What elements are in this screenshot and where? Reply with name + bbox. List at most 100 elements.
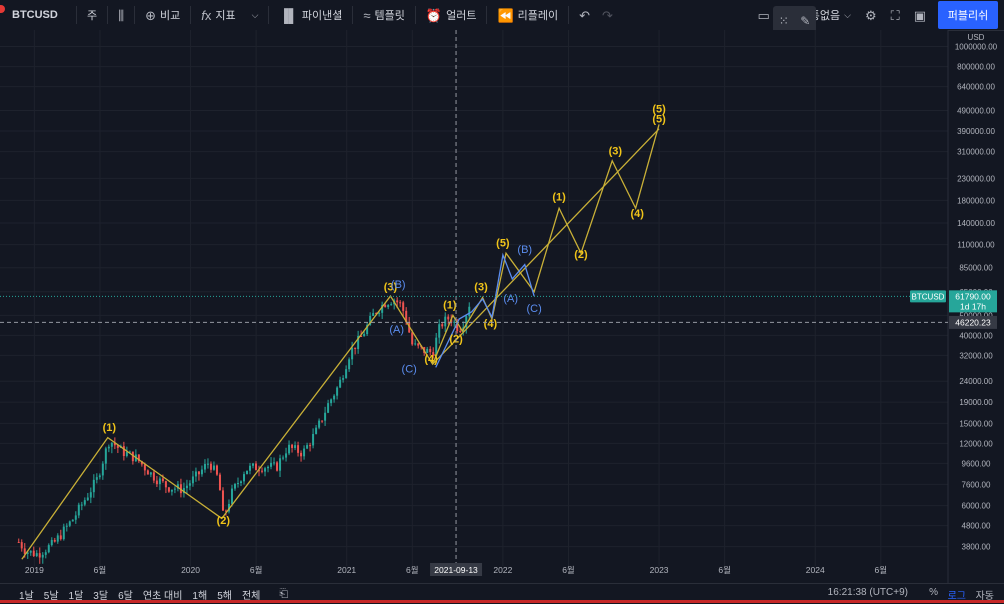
candle-body bbox=[35, 553, 38, 556]
layout-icon: ▭ bbox=[757, 7, 770, 23]
settings-button[interactable]: ⚙ bbox=[859, 3, 883, 27]
candle-body bbox=[366, 324, 369, 335]
alert-button[interactable]: ⏰ 얼러트 bbox=[420, 3, 483, 27]
crosshair-date-tag: 2021-09-13 bbox=[430, 563, 483, 576]
candle-body bbox=[221, 490, 224, 511]
candle-body bbox=[333, 395, 336, 400]
time-axis[interactable]: 2019 6월 2020 6월 2021 6월 2022 6월 2023 6월 2024 6월 bbox=[25, 565, 887, 575]
redo-button[interactable]: ↷ bbox=[596, 3, 619, 27]
percent-toggle[interactable]: % bbox=[929, 587, 938, 598]
candle-body bbox=[417, 343, 420, 346]
wave-label: (4) bbox=[424, 354, 438, 366]
symbol-search[interactable]: BTCUSD bbox=[12, 9, 58, 21]
candle-body bbox=[32, 550, 35, 556]
elliott-wave-drawings[interactable] bbox=[21, 124, 660, 560]
templates-button[interactable]: ≈ 템플릿 bbox=[357, 3, 411, 27]
wave-label: (5) bbox=[496, 237, 510, 249]
candle-body bbox=[170, 489, 173, 492]
candle-body bbox=[101, 463, 104, 476]
financials-label: 파이낸셜 bbox=[301, 10, 343, 22]
candlestick-icon: ⫼ bbox=[118, 7, 125, 23]
candle-body bbox=[161, 478, 164, 482]
range-button[interactable]: 6달 bbox=[118, 590, 133, 602]
candle-body bbox=[104, 448, 107, 464]
candle-body bbox=[194, 471, 197, 477]
candle-body bbox=[176, 484, 179, 489]
candle-body bbox=[372, 313, 375, 316]
candle-body bbox=[438, 324, 441, 338]
range-button[interactable]: 5해 bbox=[217, 590, 232, 602]
candle-body bbox=[453, 321, 456, 323]
candle-body bbox=[110, 442, 113, 447]
candle-body bbox=[324, 412, 327, 421]
range-button[interactable]: 전체 bbox=[241, 590, 261, 602]
goto-date-icon[interactable]: ⎗ bbox=[279, 587, 289, 600]
candle-body bbox=[456, 321, 459, 331]
wave-line-main[interactable] bbox=[21, 128, 660, 560]
wave-label: (3) bbox=[609, 146, 623, 158]
drag-handle-icon[interactable]: ⁙ bbox=[778, 14, 789, 28]
alarm-clock-icon: ⏰ bbox=[425, 7, 443, 23]
candle-body bbox=[38, 553, 41, 558]
candlestick-series bbox=[17, 297, 471, 564]
candle-body bbox=[465, 316, 468, 328]
price-tick-label: 4800.00 bbox=[962, 522, 991, 531]
range-button[interactable]: 3달 bbox=[93, 590, 109, 602]
candle-body bbox=[227, 503, 230, 512]
fullscreen-icon: ⛶ bbox=[890, 7, 900, 23]
brush-icon[interactable]: ✎ bbox=[800, 14, 811, 28]
candle-body bbox=[300, 452, 303, 457]
candle-body bbox=[236, 483, 239, 485]
candle-body bbox=[125, 451, 128, 456]
compare-button[interactable]: ⊕ 비교 bbox=[139, 3, 186, 27]
indicators-label: 지표 bbox=[215, 10, 236, 22]
candle-body bbox=[276, 462, 279, 471]
range-button[interactable]: 1해 bbox=[192, 590, 208, 602]
candle-body bbox=[182, 488, 185, 494]
candle-body bbox=[29, 550, 32, 553]
clock[interactable]: 16:21:38 (UTC+9) bbox=[827, 587, 908, 598]
range-button[interactable]: 5날 bbox=[43, 590, 59, 602]
candle-body bbox=[200, 469, 203, 475]
price-axis[interactable]: 1000000.00 800000.00 640000.00 490000.00 390… bbox=[955, 43, 998, 552]
crosshair-price-label: 46220.23 bbox=[955, 317, 991, 327]
time-tick-label: 6월 bbox=[250, 565, 263, 575]
crosshair-price-tag: 46220.23 bbox=[949, 315, 997, 329]
time-tick-label: 2022 bbox=[493, 565, 512, 575]
indicators-button[interactable]: fx 지표 ⌵ bbox=[195, 3, 264, 27]
time-tick-label: 2021 bbox=[337, 565, 356, 575]
undo-button[interactable]: ↶ bbox=[573, 3, 596, 27]
wave-label: (A) bbox=[389, 324, 404, 336]
range-button[interactable]: 연초 대비 bbox=[142, 590, 183, 602]
financials-button[interactable]: ▐▌ 파이낸셜 bbox=[273, 3, 348, 27]
candle-body bbox=[26, 552, 29, 554]
snapshot-button[interactable]: ▣ bbox=[908, 3, 932, 27]
candle-body bbox=[468, 306, 471, 317]
candle-body bbox=[233, 484, 236, 489]
price-chart[interactable]: (1)(2)(3)(4)(1)(2)(3)(4)(5)(1)(2)(3)(4)(… bbox=[0, 30, 1004, 583]
candle-body bbox=[351, 347, 354, 360]
candle-body bbox=[339, 379, 342, 388]
fullscreen-button[interactable]: ⛶ bbox=[885, 3, 906, 27]
candle-body bbox=[89, 492, 92, 498]
log-toggle[interactable]: 로그 bbox=[947, 591, 966, 602]
currency-label[interactable]: USD bbox=[968, 33, 985, 42]
candle-body bbox=[336, 387, 339, 396]
wave-line-correction[interactable] bbox=[435, 252, 535, 368]
interval-label: 주 bbox=[87, 10, 98, 22]
candle-body bbox=[77, 504, 80, 516]
candle-body bbox=[131, 451, 134, 462]
replay-button[interactable]: ⏪ 리플레이 bbox=[491, 3, 564, 27]
range-button[interactable]: 1날 bbox=[19, 590, 34, 602]
crosshair bbox=[0, 30, 948, 566]
layout-label: 통없음 bbox=[809, 10, 841, 22]
interval-button[interactable]: 주 bbox=[81, 3, 103, 27]
candle-body bbox=[303, 448, 306, 457]
range-button[interactable]: 1달 bbox=[68, 590, 84, 602]
layout-button[interactable]: ▭ 통없음 ⌵ bbox=[751, 3, 857, 27]
candle-body bbox=[378, 312, 381, 314]
wave-line-projection[interactable] bbox=[432, 124, 660, 365]
auto-toggle[interactable]: 자동 bbox=[975, 591, 994, 602]
chart-type-button[interactable]: ⫼ bbox=[112, 3, 130, 27]
publish-button[interactable]: 퍼블리쉬 bbox=[938, 1, 998, 29]
